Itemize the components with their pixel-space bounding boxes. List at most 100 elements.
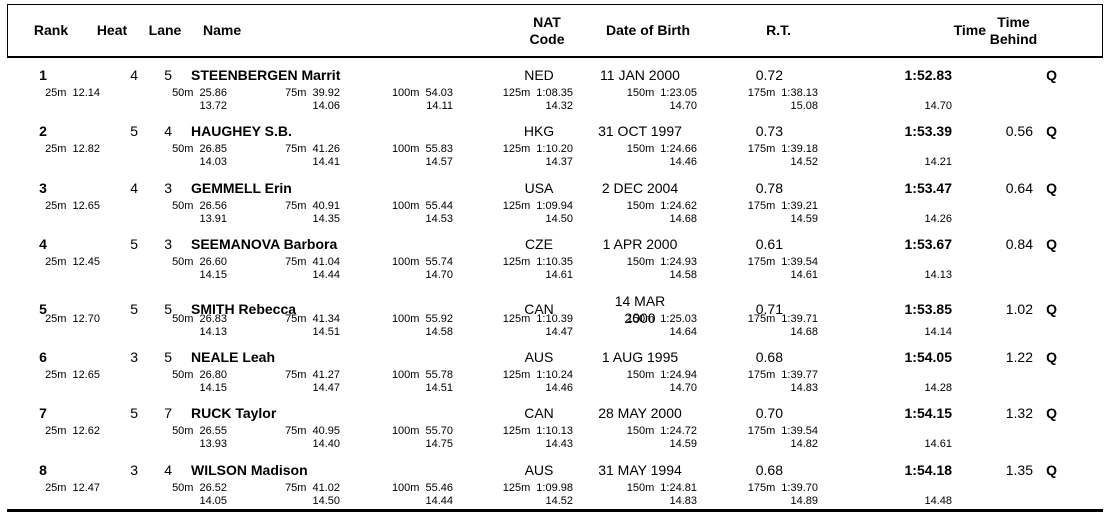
col-header-name: Name <box>203 22 242 38</box>
split-75m: 75m 41.04 <box>227 256 340 269</box>
split-distance-label: 125m <box>502 481 531 494</box>
split-distance-label: 175m <box>747 87 776 99</box>
split-distance-label: 25m <box>45 199 67 212</box>
bottom-rule <box>7 509 1103 512</box>
lane-value: 4 <box>164 461 172 478</box>
split-distance-label: 50m <box>172 425 194 438</box>
rank-value: 4 <box>39 236 47 253</box>
split-175m: 175m 1:39.54 <box>697 256 818 269</box>
split-time-value: 12.70 <box>72 312 100 325</box>
lap-time-value: 13.72 <box>199 100 227 112</box>
split-time-value: 12.45 <box>72 256 100 269</box>
split-time-value: 40.95 <box>312 425 340 438</box>
split-100m: 100m 55.74 <box>340 256 453 269</box>
lap-time-value: 14.44 <box>425 494 453 507</box>
split-100m: 100m 55.78 <box>340 369 453 382</box>
heat-value: 4 <box>130 67 138 83</box>
qualified-flag: Q <box>1046 123 1057 140</box>
lap-time-value: 14.15 <box>199 381 227 394</box>
result-row: 2 5 4 HAUGHEY S.B. HKG 31 OCT 1997 0.73 … <box>0 114 1111 170</box>
date-of-birth-value: 1 APR 2000 <box>602 236 678 253</box>
result-row: 5 5 5 SMITH Rebecca CAN 14 MAR 2000 0.71… <box>0 284 1111 340</box>
lap-time-value: 14.05 <box>199 494 227 507</box>
heat-value: 4 <box>130 179 138 196</box>
split-time-value: 25.86 <box>199 87 227 99</box>
split-distance-label: 75m <box>285 143 307 156</box>
nat-code-value: NED <box>524 67 554 83</box>
reaction-time-value: 0.68 <box>755 348 783 365</box>
split-distance-label: 100m <box>391 256 420 269</box>
split-125m: 125m 1:10.24 <box>453 369 573 382</box>
split-time-value: 26.55 <box>199 425 227 438</box>
split-distance-label: 175m <box>747 199 776 212</box>
split-175m: 175m 1:38.13 <box>697 87 818 100</box>
swimmer-name: SMITH Rebecca <box>191 301 297 318</box>
lap-time-value: 14.46 <box>545 381 573 394</box>
lap-time-value: 14.83 <box>669 494 697 507</box>
lap-splits-line: 13.91 14.35 14.53 14.50 14.68 14.59 14.26 <box>0 213 952 226</box>
split-distance-label: 50m <box>172 199 194 212</box>
lap-time-value: 14.70 <box>669 100 697 112</box>
split-time-value: 26.52 <box>199 481 227 494</box>
split-distance-label: 150m <box>626 143 655 156</box>
split-distance-label: 125m <box>502 368 531 381</box>
split-distance-label: 150m <box>626 256 655 269</box>
split-time-value: 41.27 <box>312 368 340 381</box>
split-time-value: 54.03 <box>425 87 453 99</box>
result-main-line: 1 4 5 STEENBERGEN Marrit NED 11 JAN 2000… <box>0 67 1060 84</box>
lap-time-value: 14.68 <box>790 325 818 338</box>
lap-time-value: 14.70 <box>669 381 697 394</box>
split-time-value: 26.83 <box>199 312 227 325</box>
split-100m: 100m 55.83 <box>340 143 453 156</box>
heat-value: 3 <box>130 461 138 478</box>
lap-time-value: 15.08 <box>790 100 818 112</box>
split-distance-label: 175m <box>747 256 776 269</box>
split-distance-label: 100m <box>391 481 420 494</box>
split-distance-label: 75m <box>285 481 307 494</box>
date-of-birth-value: 2 DEC 2004 <box>601 179 679 196</box>
cumulative-splits-line: 25m 12.62 50m 26.55 75m 40.95 100m 55.70 125m 1:1… <box>0 425 952 438</box>
col-header-rank: Rank <box>33 22 69 38</box>
swimmer-name: SEEMANOVA Barbora <box>191 236 338 253</box>
cumulative-splits-line: 25m 12.65 50m 26.80 75m 41.27 100m 55.78 125m 1:1… <box>0 369 952 382</box>
lane-value: 5 <box>164 67 172 83</box>
result-main-line: 3 4 3 GEMMELL Erin USA 2 DEC 2004 0.78 1… <box>0 180 1060 197</box>
split-time-value: 1:09.94 <box>536 199 573 212</box>
split-distance-label: 100m <box>391 368 420 381</box>
lap-splits-line: 14.15 14.47 14.51 14.46 14.70 14.83 14.28 <box>0 382 952 395</box>
split-175m: 175m 1:39.21 <box>697 200 818 213</box>
lap-time-value: 14.48 <box>924 494 952 507</box>
lap-time-value: 14.59 <box>669 438 697 451</box>
lap-splits-line: 14.15 14.44 14.70 14.61 14.58 14.61 14.13 <box>0 269 952 282</box>
split-distance-label: 175m <box>747 368 776 381</box>
lap-splits-line: 14.03 14.41 14.57 14.37 14.46 14.52 14.21 <box>0 156 952 169</box>
lane-value: 7 <box>164 405 172 422</box>
split-75m: 75m 41.02 <box>227 482 340 495</box>
split-distance-label: 50m <box>172 87 194 99</box>
split-distance-label: 150m <box>626 425 655 438</box>
lap-time-value: 14.13 <box>199 325 227 338</box>
final-time-value: 1:53.67 <box>904 236 952 253</box>
split-175m: 175m 1:39.71 <box>697 313 818 326</box>
split-time-value: 1:39.54 <box>781 256 818 269</box>
split-distance-label: 25m <box>45 312 67 325</box>
lane-value: 5 <box>164 348 172 365</box>
swimmer-name: HAUGHEY S.B. <box>191 123 292 140</box>
final-time-value: 1:53.47 <box>904 179 952 196</box>
time-behind-value: 1.32 <box>1005 405 1033 422</box>
lap-time-value: 14.50 <box>312 494 340 507</box>
split-time-value: 55.92 <box>425 312 453 325</box>
result-row: 7 5 7 RUCK Taylor CAN 28 MAY 2000 0.70 1… <box>0 396 1111 452</box>
split-100m: 100m 54.03 <box>340 87 453 100</box>
lap-time-value: 14.43 <box>545 438 573 451</box>
result-main-line: 4 5 3 SEEMANOVA Barbora CZE 1 APR 2000 0… <box>0 236 1060 253</box>
col-header-nat-line2: Code <box>529 30 565 47</box>
col-header-time-behind: Time Behind <box>986 14 1041 48</box>
split-distance-label: 125m <box>502 199 531 212</box>
result-row: 4 5 3 SEEMANOVA Barbora CZE 1 APR 2000 0… <box>0 227 1111 283</box>
split-distance-label: 25m <box>45 256 67 269</box>
split-distance-label: 100m <box>391 143 420 156</box>
split-150m: 150m 1:25.03 <box>573 313 697 326</box>
split-100m: 100m 55.92 <box>340 313 453 326</box>
time-behind-value: 0.64 <box>1005 179 1033 196</box>
